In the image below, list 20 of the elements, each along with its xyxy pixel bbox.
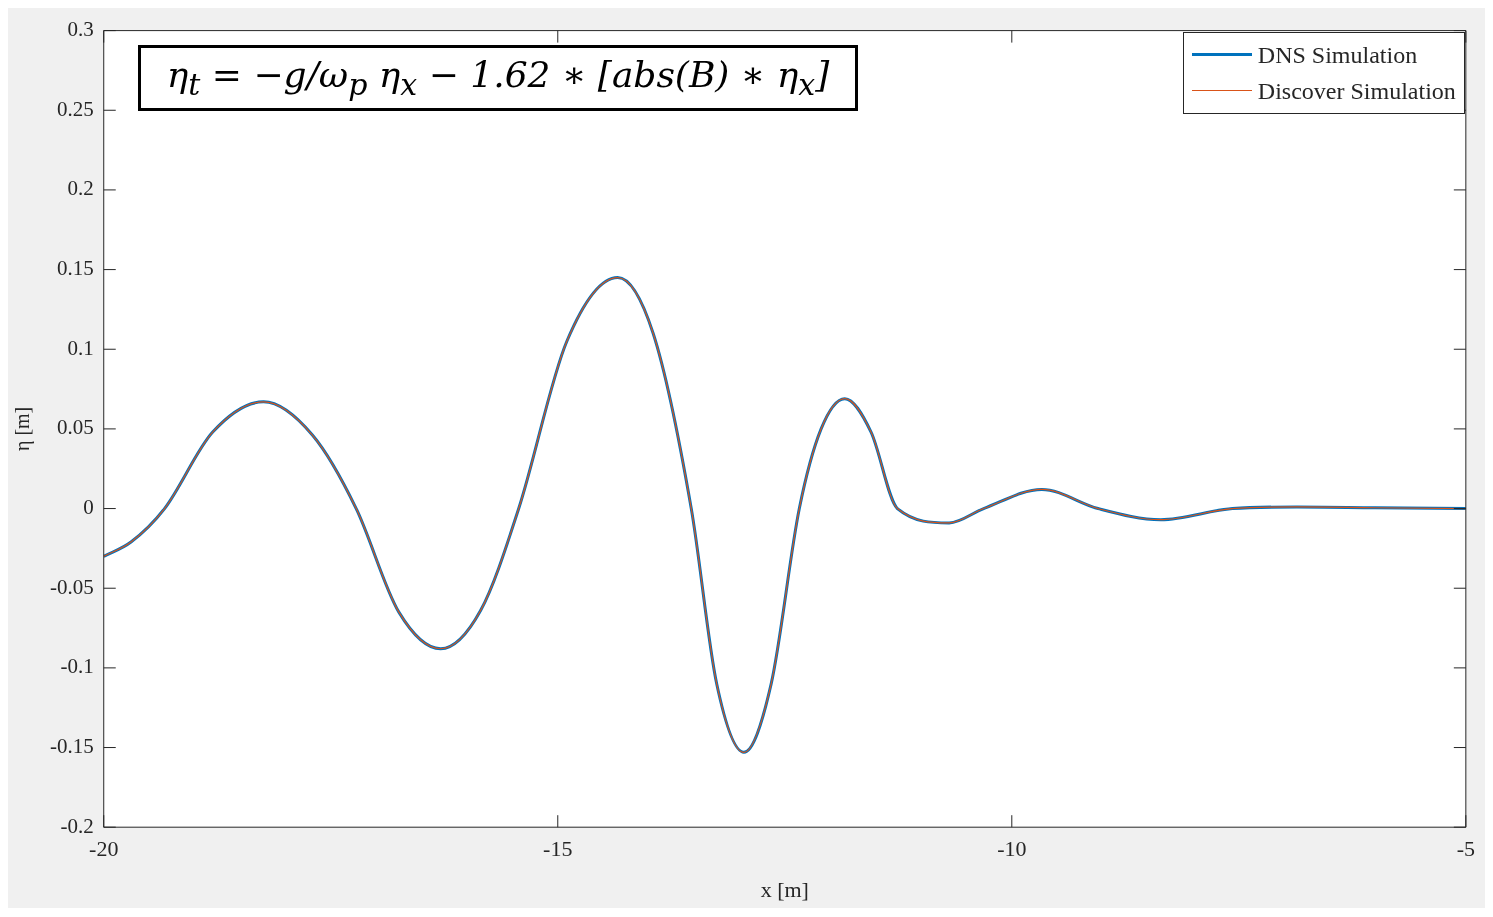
y-tick-label: -0.1	[60, 654, 94, 679]
x-tick-label: -20	[89, 836, 119, 862]
y-tick-label: -0.2	[60, 813, 94, 838]
y-tick-label: -0.15	[49, 734, 94, 759]
legend-label: Discover Simulation	[1257, 76, 1456, 106]
y-tick-label: 0.2	[67, 176, 94, 201]
legend-label: DNS Simulation	[1257, 40, 1418, 70]
text: η$_{t}$ = −g/ω$_{p}$ η$_{x}$ − 1.62 ∗ [abs(B) ∗ η$_{x}$]	[166, 53, 830, 102]
y-axis-title: η [m]	[11, 406, 35, 452]
x-tick-label: -10	[997, 836, 1027, 862]
y-tick-label: 0	[83, 495, 94, 520]
x-tick-label: -15	[543, 836, 573, 862]
y-tick-label: 0.15	[56, 256, 94, 281]
y-tick-label: -0.05	[49, 574, 94, 599]
y-tick-label: 0.3	[67, 17, 94, 42]
x-axis-title: x [m]	[760, 876, 809, 902]
y-tick-label: 0.25	[56, 96, 94, 121]
y-tick-label: 0.05	[56, 415, 94, 440]
y-tick-label: 0.1	[67, 335, 94, 360]
x-tick-label: -5	[1456, 836, 1475, 862]
